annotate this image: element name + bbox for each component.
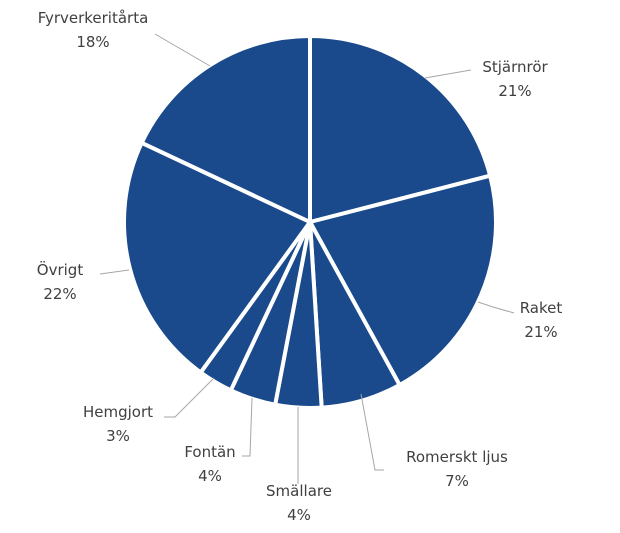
slice-percent-label: 7%: [445, 472, 469, 490]
slice-label: Stjärnrör: [482, 58, 548, 76]
slice-label: Övrigt: [37, 260, 84, 279]
slice-percent-label: 4%: [198, 467, 222, 485]
slice-label: Hemgjort: [83, 403, 153, 421]
slice-percent-label: 21%: [524, 323, 557, 341]
leader-line: [424, 69, 472, 79]
leader-line: [360, 393, 384, 471]
pie-slice-raket: [308, 173, 498, 387]
slice-percent-label: 3%: [106, 427, 130, 445]
leader-line: [99, 269, 130, 275]
slice-label: Romerskt ljus: [406, 448, 508, 466]
slice-percent-label: 18%: [76, 33, 109, 51]
leader-line: [477, 301, 515, 314]
slice-label: Raket: [520, 299, 563, 317]
slice-percent-label: 22%: [43, 285, 76, 303]
slice-label: Smällare: [266, 482, 332, 500]
slice-label: Fyrverkeritårta: [38, 9, 149, 27]
leader-line: [164, 377, 215, 418]
pie-slice-stjärnrör: [308, 34, 493, 224]
slice-label: Fontän: [184, 443, 235, 461]
leader-line: [242, 397, 253, 457]
pie-slice-fyrverkeritårta: [139, 34, 312, 224]
slice-percent-label: 4%: [287, 506, 311, 524]
leader-line: [154, 33, 211, 67]
slice-percent-label: 21%: [498, 82, 531, 100]
